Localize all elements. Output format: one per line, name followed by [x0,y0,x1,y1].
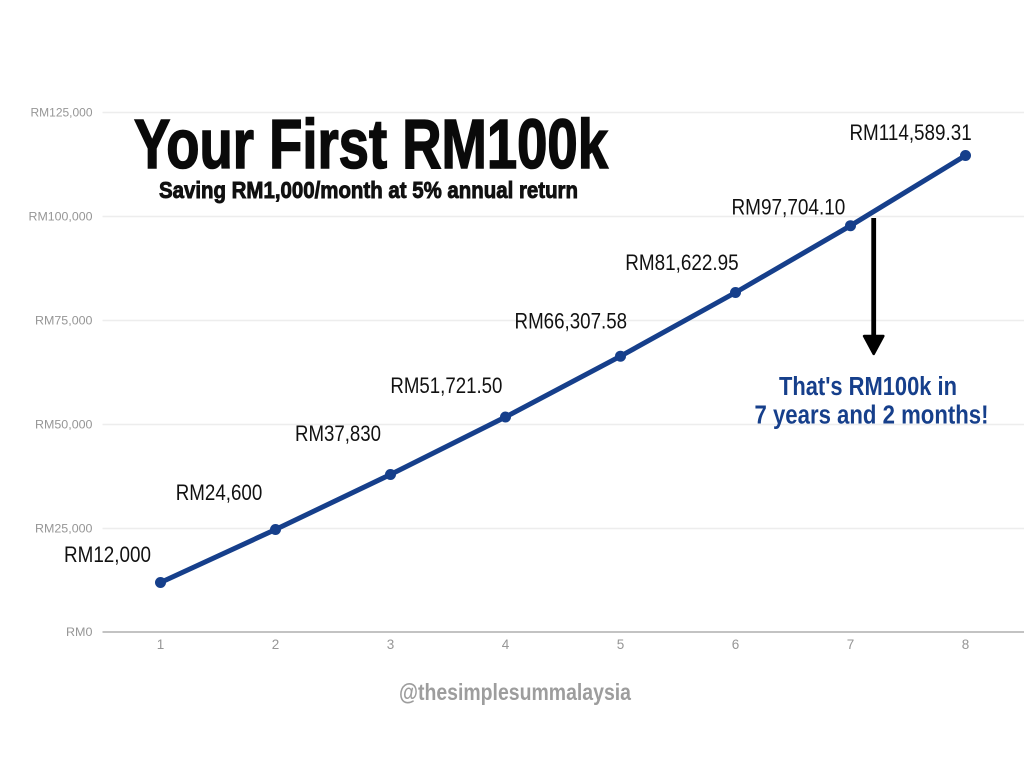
svg-text:3: 3 [387,637,395,652]
svg-text:4: 4 [502,637,510,652]
svg-text:Saving RM1,000/month at 5% ann: Saving RM1,000/month at 5% annual return [159,177,578,203]
svg-text:1: 1 [157,637,165,652]
svg-text:7 years and 2 months!: 7 years and 2 months! [755,402,989,430]
svg-text:RM125,000: RM125,000 [31,106,93,120]
svg-text:RM75,000: RM75,000 [35,314,93,328]
svg-text:8: 8 [962,637,970,652]
svg-text:RM50,000: RM50,000 [35,418,93,432]
svg-text:6: 6 [732,637,740,652]
svg-text:7: 7 [847,637,855,652]
svg-text:RM114,589.31: RM114,589.31 [849,120,971,145]
svg-text:RM66,307.58: RM66,307.58 [515,309,628,334]
svg-text:@thesimplesummalaysia: @thesimplesummalaysia [399,679,631,705]
svg-text:RM81,622.95: RM81,622.95 [625,250,738,275]
svg-text:5: 5 [617,637,625,652]
svg-text:RM12,000: RM12,000 [64,542,151,567]
svg-text:2: 2 [272,637,280,652]
svg-text:RM0: RM0 [66,625,93,639]
svg-text:That's RM100k in: That's RM100k in [779,373,957,401]
svg-text:Your First RM100k: Your First RM100k [134,105,608,183]
svg-text:RM24,600: RM24,600 [176,480,263,505]
svg-text:RM37,830: RM37,830 [295,421,381,446]
svg-text:RM97,704.10: RM97,704.10 [732,195,846,220]
svg-text:RM51,721.50: RM51,721.50 [390,373,502,398]
svg-text:RM100,000: RM100,000 [29,210,93,224]
svg-text:RM25,000: RM25,000 [35,522,93,536]
